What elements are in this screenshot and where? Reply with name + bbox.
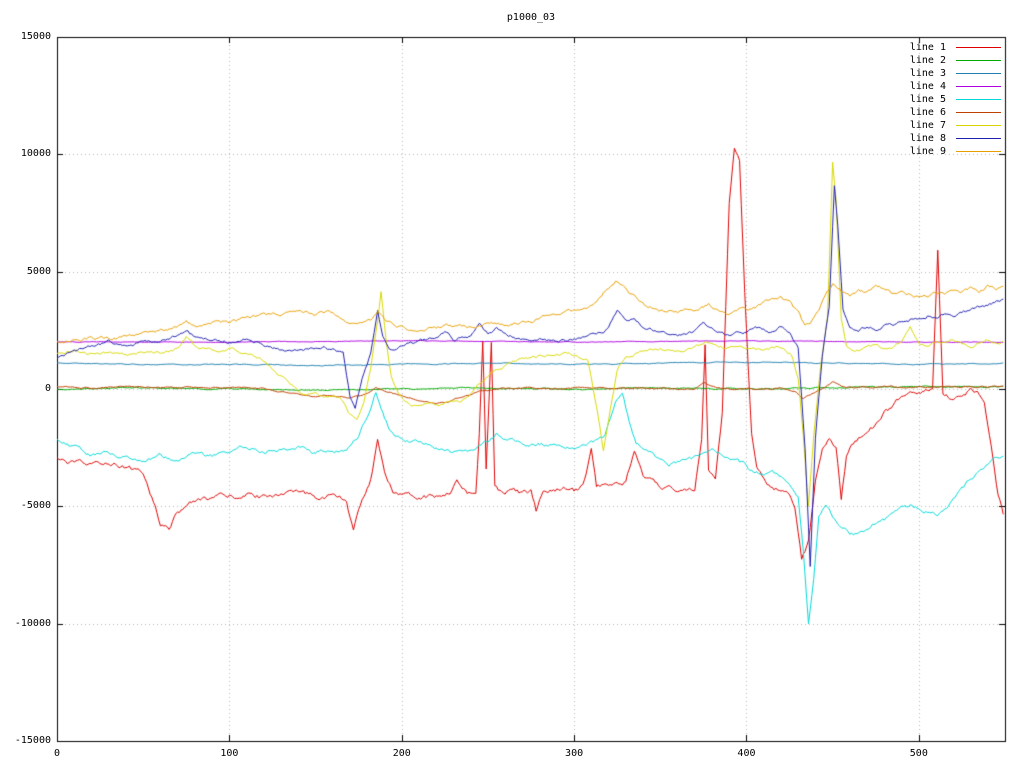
legend: line 1 line 2 line 3 line 4 line 5 line 6 line… <box>910 41 1001 158</box>
legend-label: line 4 <box>909 81 946 92</box>
legend-label: line 8 <box>909 133 946 144</box>
legend-item: line 9 <box>910 145 1001 158</box>
legend-label: line 1 <box>909 42 946 53</box>
legend-label: line 6 <box>909 107 946 118</box>
y-tick-label: 0 <box>44 383 51 394</box>
legend-item: line 5 <box>910 93 1001 106</box>
legend-item: line 7 <box>910 119 1001 132</box>
legend-item: line 3 <box>910 67 1001 80</box>
x-tick-label: 200 <box>392 748 411 759</box>
legend-line-swatch <box>956 99 1001 100</box>
legend-label: line 5 <box>909 94 946 105</box>
y-tick-label: -15000 <box>14 735 51 746</box>
x-tick-label: 0 <box>53 748 61 759</box>
legend-label: line 7 <box>909 120 946 131</box>
legend-line-swatch <box>956 125 1001 126</box>
legend-item: line 8 <box>910 132 1001 145</box>
chart-title: p1000_03 <box>506 12 556 23</box>
legend-item: line 6 <box>910 106 1001 119</box>
legend-line-swatch <box>956 47 1001 48</box>
legend-label: line 9 <box>909 146 946 157</box>
y-tick-label: 5000 <box>26 265 51 277</box>
legend-label: line 3 <box>909 68 946 79</box>
legend-item: line 4 <box>910 80 1001 93</box>
legend-label: line 2 <box>909 55 946 66</box>
legend-line-swatch <box>956 73 1001 74</box>
x-tick-label: 500 <box>909 748 928 759</box>
legend-line-swatch <box>956 138 1001 139</box>
legend-line-swatch <box>956 60 1001 61</box>
y-tick-label: 15000 <box>20 31 51 42</box>
x-tick-label: 300 <box>565 748 584 759</box>
y-tick-label: 10000 <box>20 148 51 160</box>
legend-line-swatch <box>956 86 1001 87</box>
legend-line-swatch <box>956 151 1001 152</box>
x-tick-label: 400 <box>737 748 756 759</box>
legend-line-swatch <box>956 112 1001 113</box>
legend-item: line 1 <box>910 41 1001 54</box>
x-tick-label: 100 <box>220 748 239 759</box>
y-tick-label: -5000 <box>20 500 51 512</box>
y-tick-label: -10000 <box>14 617 51 629</box>
legend-item: line 2 <box>910 54 1001 67</box>
